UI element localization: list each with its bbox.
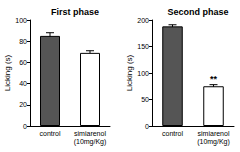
svg-text:0: 0 (23, 123, 27, 130)
svg-text:(10mg/Kg): (10mg/Kg) (197, 138, 230, 146)
svg-text:Second phase: Second phase (167, 7, 228, 17)
svg-text:control: control (162, 130, 183, 137)
svg-text:First phase: First phase (51, 7, 99, 17)
svg-text:(10mg/Kg): (10mg/Kg) (74, 138, 107, 146)
svg-text:control: control (39, 130, 60, 137)
svg-text:80: 80 (19, 38, 27, 45)
svg-text:200: 200 (137, 17, 149, 24)
svg-text:60: 60 (19, 59, 27, 66)
svg-text:simiarenol: simiarenol (198, 130, 230, 137)
svg-text:0: 0 (145, 123, 149, 130)
svg-text:150: 150 (137, 43, 149, 50)
svg-text:50: 50 (141, 96, 149, 103)
svg-text:simiarenol: simiarenol (74, 130, 106, 137)
svg-text:Licking (s): Licking (s) (125, 54, 134, 91)
svg-text:**: ** (210, 74, 218, 84)
svg-text:40: 40 (19, 80, 27, 87)
svg-text:Licking (s): Licking (s) (3, 54, 12, 91)
svg-text:100: 100 (15, 17, 27, 24)
svg-text:20: 20 (19, 101, 27, 108)
svg-text:100: 100 (137, 70, 149, 77)
